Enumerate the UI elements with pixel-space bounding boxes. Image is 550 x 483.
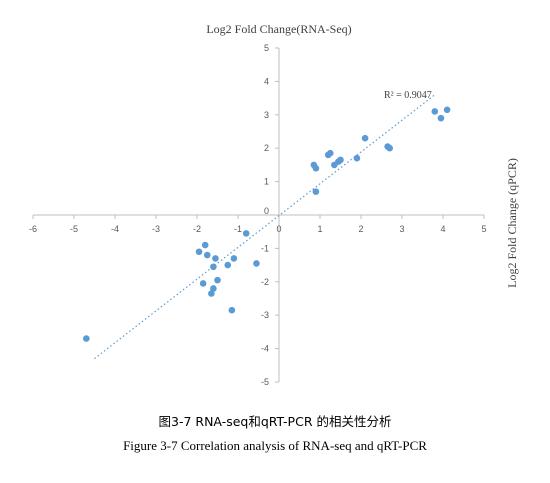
data-point [230, 255, 238, 262]
y-tick-label: 1 [264, 177, 269, 187]
x-tick-label: 5 [481, 224, 486, 234]
data-point [210, 263, 217, 271]
y-tick-label: -3 [261, 310, 269, 320]
y-axis-title: Log2 Fold Change (qPCR) [505, 158, 519, 288]
data-point [208, 290, 215, 297]
data-point [361, 134, 369, 142]
data-point [326, 149, 334, 157]
y-tick-label: -1 [261, 243, 269, 253]
data-point [224, 261, 232, 269]
x-tick-label: 3 [399, 224, 404, 234]
data-point [431, 108, 439, 115]
data-point [337, 156, 344, 164]
y-tick-label: -5 [261, 377, 269, 387]
data-point [214, 276, 221, 284]
data-point [201, 241, 209, 249]
r-squared-annotation: R² = 0.9047 [384, 90, 432, 101]
data-point [195, 248, 203, 256]
y-tick-label: 0 [264, 206, 269, 216]
data-point [386, 144, 394, 152]
x-tick-label: -5 [70, 224, 78, 234]
x-tick-label: -4 [111, 224, 119, 234]
chart-text: -6 -5 -4 -3 -2 -1 0 1 2 3 4 5 -5 -4 -3 -2 -1 1 2 3 4 5 0 R² = 0… [29, 22, 519, 387]
data-point [443, 106, 451, 114]
figure-caption-english: Figure 3-7 Correlation analysis of RNA-s… [123, 438, 427, 453]
y-tick-label: 5 [264, 43, 269, 53]
y-tick-label: -4 [261, 344, 269, 354]
y-tick-label: 4 [264, 76, 269, 86]
data-point [83, 335, 90, 342]
data-points [83, 106, 451, 342]
data-point [210, 285, 217, 292]
x-tick-label: -6 [29, 224, 37, 234]
data-point [253, 260, 260, 267]
data-point [312, 164, 320, 172]
x-tick-label: 1 [317, 224, 322, 234]
x-tick-label: -1 [234, 224, 242, 234]
data-point [437, 114, 445, 122]
data-point [242, 230, 250, 237]
y-tick-label: 3 [264, 110, 269, 120]
x-tick-label: 2 [358, 224, 363, 234]
y-tick-label: -2 [261, 277, 269, 287]
x-tick-label: 0 [276, 224, 281, 234]
x-axis-title: Log2 Fold Change(RNA-Seq) [206, 22, 351, 36]
chart-axes [32, 47, 485, 383]
x-tick-label: -3 [152, 224, 160, 234]
y-tick-label: 2 [264, 143, 269, 153]
data-point [203, 251, 211, 259]
x-tick-label: 4 [440, 224, 445, 234]
data-point [312, 188, 320, 195]
figure-caption-chinese: 图3-7 RNA-seq和qRT-PCR 的相关性分析 [158, 414, 392, 429]
data-point [212, 255, 219, 262]
data-point [228, 306, 236, 314]
x-tick-label: -2 [193, 224, 201, 234]
data-point [199, 280, 207, 287]
data-point [353, 154, 361, 162]
